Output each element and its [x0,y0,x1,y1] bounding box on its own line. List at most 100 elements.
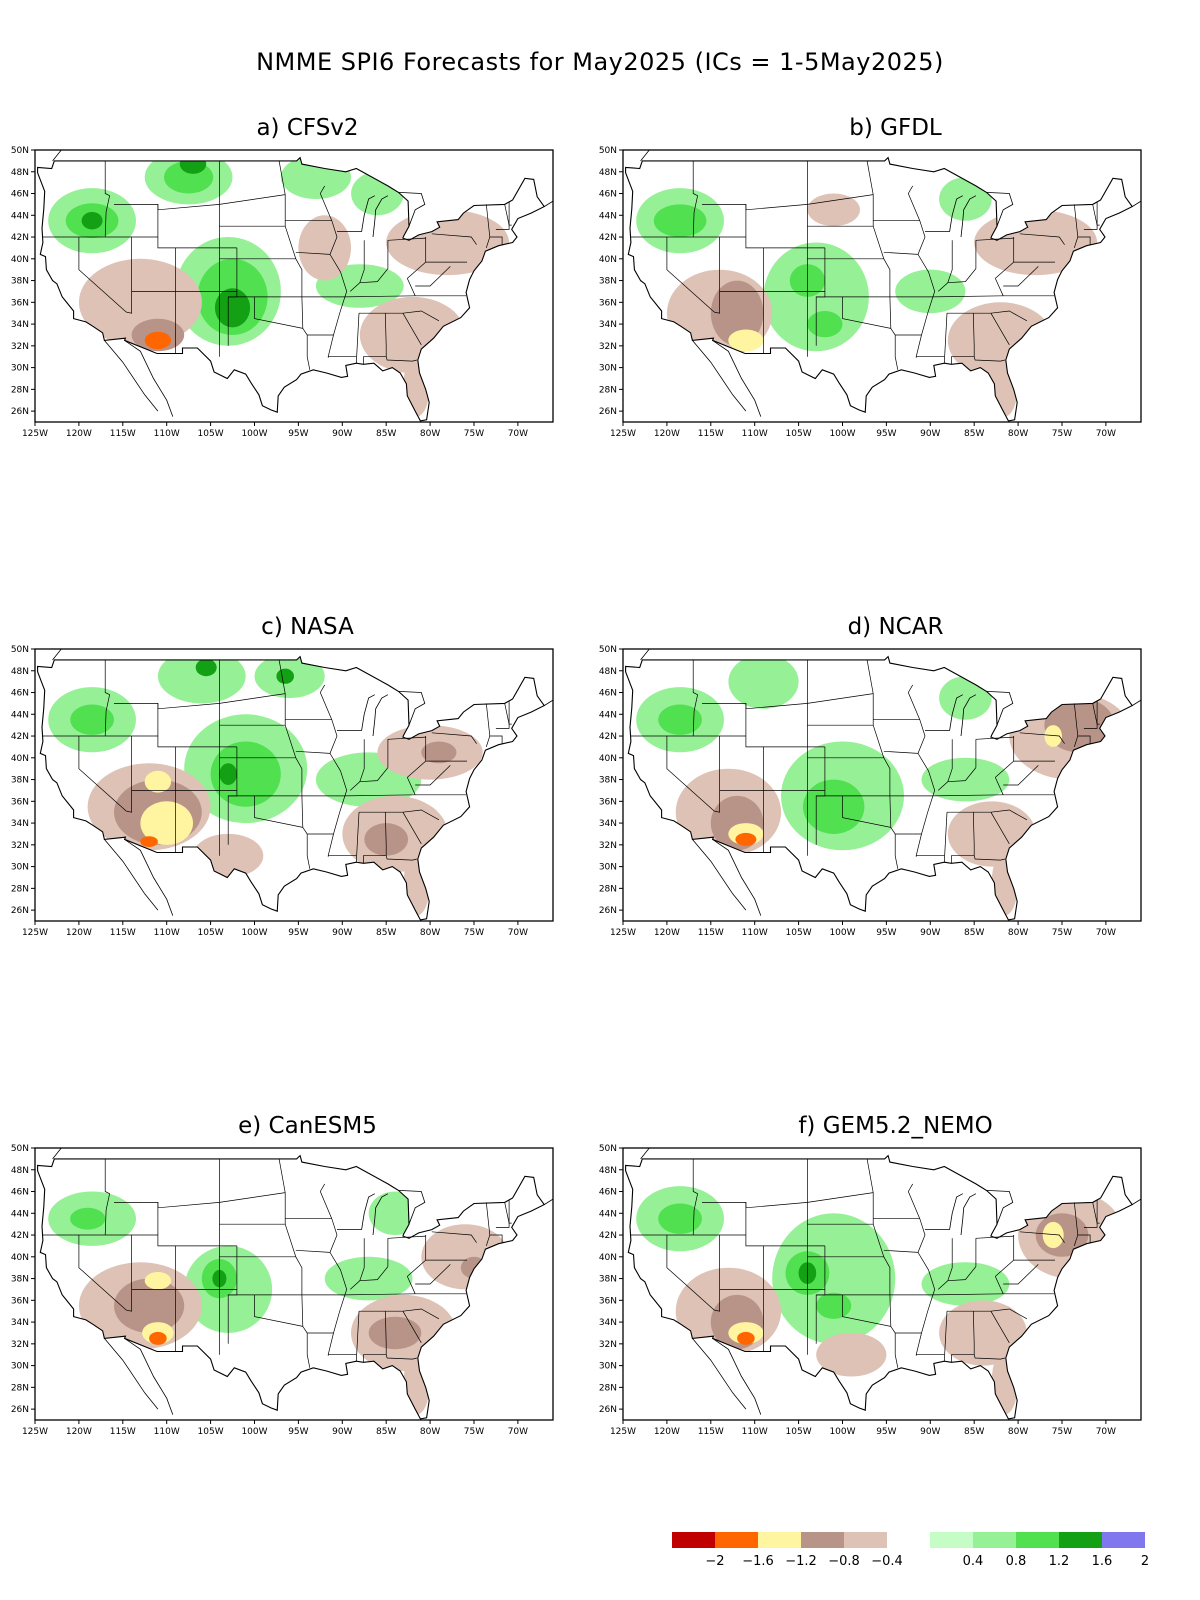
legend-swatch [1059,1532,1102,1548]
spi-contour-region [974,209,1098,276]
lon-tick-label: 90W [920,429,940,439]
lat-tick-label: 36N [599,1296,617,1306]
spi-field [625,1155,1133,1419]
lat-tick-label: 26N [599,407,617,417]
map-panel-b: b) GFDL 125W 120W 115W 110W 105W 100W 95W 90W 85… [588,115,1148,439]
map-frame [622,648,1142,922]
lat-tick-label: 30N [599,1362,617,1372]
lon-tick-label: 100W [241,429,267,439]
lat-tick-label: 32N [11,841,29,851]
lat-tick-label: 34N [11,320,29,330]
lon-tick-label: 75W [1052,1427,1072,1437]
coastline-and-borders [625,150,1141,422]
legend-swatch [672,1532,715,1548]
legend-label: 1.2 [1048,1554,1070,1569]
spi-contour-region [214,288,251,328]
coastline-and-borders [625,1148,1141,1420]
lon-tick-label: 120W [654,928,680,938]
spi-contour-region [939,1300,1027,1366]
spi-contour-region [816,1292,852,1319]
spi-contour-region [1044,725,1062,747]
lat-tick-label: 26N [599,906,617,916]
spi-contour-region [179,157,207,174]
legend-label: 2 [1140,1554,1150,1569]
lat-tick-label: 40N [599,255,617,265]
lat-tick-label: 38N [599,277,617,287]
lon-tick-label: 100W [241,1427,267,1437]
spi-contour-region [144,331,172,350]
lon-tick-label: 110W [154,429,180,439]
lon-tick-label: 85W [376,1427,396,1437]
lat-tick-label: 40N [599,1253,617,1263]
spi-contour-region [81,212,103,230]
lat-tick-label: 32N [599,342,617,352]
lat-tick-label: 48N [11,667,29,677]
lat-tick-label: 50N [599,645,617,655]
lat-tick-label: 40N [599,754,617,764]
lat-tick-label: 36N [11,797,29,807]
lat-tick-label: 40N [11,754,29,764]
lat-tick-label: 44N [599,710,617,720]
lon-tick-label: 125W [22,928,48,938]
panel-title-c: c) NASA [261,614,354,640]
lon-tick-label: 105W [786,429,812,439]
lon-tick-label: 70W [508,429,528,439]
lat-tick-label: 30N [11,364,29,374]
lat-tick-label: 40N [11,1253,29,1263]
lat-tick-label: 34N [11,1318,29,1328]
lat-tick-label: 28N [599,884,617,894]
spi-contour-region [70,704,114,735]
spi-contour-region [803,779,865,834]
lat-tick-label: 34N [599,320,617,330]
lat-tick-label: 32N [11,342,29,352]
lat-tick-label: 46N [11,1188,29,1198]
lat-tick-label: 32N [11,1340,29,1350]
lon-tick-label: 70W [508,928,528,938]
lat-tick-label: 50N [599,1144,617,1154]
lon-tick-label: 90W [332,1427,352,1437]
lat-tick-label: 46N [599,689,617,699]
legend-swatch [973,1532,1016,1548]
lat-tick-label: 44N [599,211,617,221]
lat-tick-label: 48N [599,168,617,178]
lon-tick-label: 115W [110,429,136,439]
spi-contour-region [368,1316,422,1350]
lat-tick-label: 48N [11,1166,29,1176]
lat-tick-label: 28N [11,1383,29,1393]
lat-tick-label: 50N [11,1144,29,1154]
spi-contour-region [939,676,992,720]
map-panel-c: c) NASA 125W 120W 115W 110W 105W 100W 95W 90W 85… [0,614,560,938]
spi-field [625,157,1133,421]
map-frame [622,1147,1142,1421]
lon-tick-label: 85W [376,429,396,439]
map-plot-c: 125W 120W 115W 110W 105W 100W 95W 90W 85W 80W 75W 7… [11,645,554,938]
map-panel-d: d) NCAR 125W 120W 115W 110W 105W 100W 95W 90W 85… [588,614,1148,938]
spi-contour-region [710,280,764,346]
legend-label: 1.6 [1091,1554,1113,1569]
spi-contour-region [157,656,246,704]
lon-tick-label: 125W [610,1427,636,1437]
lat-tick-label: 26N [11,1405,29,1415]
lon-tick-label: 85W [964,1427,984,1437]
lat-tick-label: 44N [11,710,29,720]
map-frame [34,149,554,423]
map-panel-e: e) CanESM5 125W 120W 115W 110W 105W 100W 95W 90… [0,1113,560,1437]
spi-contour-region [816,1332,887,1377]
legend-label: −0.8 [828,1554,860,1569]
map-plot-f: 125W 120W 115W 110W 105W 100W 95W 90W 85W 80W 75W 7… [599,1144,1142,1437]
lat-tick-label: 36N [11,1296,29,1306]
lon-tick-label: 100W [829,928,855,938]
spi-contour-region [276,668,295,684]
legend-label: −1.2 [785,1554,817,1569]
lat-tick-label: 38N [11,277,29,287]
spi-contour-region [195,658,217,677]
lon-tick-label: 105W [198,928,224,938]
lon-tick-label: 110W [742,928,768,938]
lon-tick-label: 125W [22,1427,48,1437]
lon-tick-label: 95W [288,928,308,938]
lon-tick-label: 90W [920,928,940,938]
map-plot-e: 125W 120W 115W 110W 105W 100W 95W 90W 85W 80W 75W 7… [11,1144,554,1437]
lon-tick-label: 85W [376,928,396,938]
map-panel-a: a) CFSv2 125W 120W 115W 110W 105W 100W 95W 90W 8… [0,115,560,439]
lon-tick-label: 80W [1008,1427,1028,1437]
